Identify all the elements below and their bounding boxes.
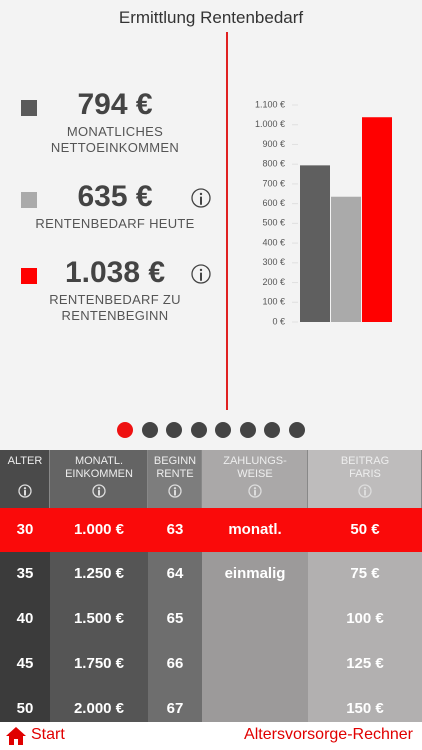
header-cell <box>202 450 308 508</box>
table: ALTER MONATL. EINKOMMEN BEGINN RENTE ZAHLUNGS… <box>0 450 422 722</box>
header-label: BEGINN <box>153 455 197 467</box>
bar <box>300 165 330 322</box>
info-icon[interactable] <box>92 484 106 498</box>
chart: 0 € 100 € 200 € 300 € 400 € 500 € 600 € 700 € 80… <box>255 99 392 326</box>
cell-value[interactable]: 50 € <box>350 521 380 538</box>
cell-value[interactable]: einmalig <box>224 565 286 582</box>
summary-label: RENTENBEGINN <box>61 308 169 323</box>
header-cell <box>50 450 148 508</box>
header-label: MONATL. <box>74 455 124 467</box>
cell-value[interactable]: 1.250 € <box>73 565 125 582</box>
page-dot[interactable] <box>215 422 231 438</box>
cell-value[interactable]: 30 <box>16 521 34 538</box>
cell-value: 35 <box>16 565 34 582</box>
page-dot[interactable] <box>166 422 182 438</box>
header-label: RENTE <box>156 468 194 480</box>
cell-value[interactable]: 75 € <box>350 565 380 582</box>
cell-value[interactable]: 1.750 € <box>73 655 125 672</box>
page-dot[interactable] <box>141 422 158 438</box>
home-icon[interactable] <box>5 726 27 746</box>
info-icon[interactable] <box>168 484 182 498</box>
header-label: BEITRAG <box>340 455 390 467</box>
page-dot[interactable] <box>190 422 207 438</box>
y-tick-label: 500 € <box>262 218 285 228</box>
y-tick-label: 300 € <box>262 257 285 267</box>
summary-label: MONATLICHES <box>66 124 164 139</box>
legend-square <box>21 100 37 116</box>
cell-value[interactable]: 64 <box>166 565 184 582</box>
page-dot[interactable] <box>288 422 305 438</box>
header-label: WEISE <box>237 468 273 480</box>
y-tick-label: 700 € <box>262 178 285 188</box>
footer: Start Altersvorsorge-Rechner <box>0 722 422 750</box>
selected-row <box>0 508 422 552</box>
info-icon[interactable] <box>18 484 32 498</box>
y-tick-label: 100 € <box>262 297 285 307</box>
y-tick-label: 600 € <box>262 198 285 208</box>
summary-label: RENTENBEDARF HEUTE <box>35 216 195 231</box>
cell-value: 45 <box>16 655 34 672</box>
header-label: FARIS <box>349 468 381 480</box>
info-icon[interactable] <box>358 484 372 498</box>
header-cell <box>0 450 50 508</box>
page-dot[interactable] <box>117 422 133 438</box>
cell-value[interactable]: monatl. <box>228 521 282 538</box>
summary-value: 1.038 € <box>64 256 166 289</box>
summary-label: RENTENBEDARF ZU <box>49 292 181 307</box>
info-icon[interactable] <box>191 264 211 284</box>
cell-value: 40 <box>16 610 34 627</box>
header-cell <box>308 450 422 508</box>
cell-value[interactable]: 66 <box>166 655 184 672</box>
cell-value[interactable]: 2.000 € <box>73 700 125 717</box>
header-label: ZAHLUNGS- <box>223 455 287 467</box>
summary-label: NETTOEINKOMMEN <box>50 140 180 155</box>
y-tick-label: 1.100 € <box>255 99 285 109</box>
cell-value[interactable]: 1.500 € <box>73 610 125 627</box>
cell-value: 50 <box>16 700 34 717</box>
cell-value[interactable]: 65 <box>166 610 184 627</box>
header-cell <box>148 450 202 508</box>
y-tick-label: 900 € <box>262 139 285 149</box>
cell-value[interactable]: 100 € <box>346 610 384 627</box>
divider <box>226 32 228 410</box>
cell-value[interactable]: 125 € <box>346 655 384 672</box>
summary-value: 794 € <box>77 88 153 121</box>
start-link[interactable]: Start <box>31 726 65 743</box>
legend-square <box>21 192 37 208</box>
header-label: ALTER <box>7 455 43 467</box>
summary-value: 635 € <box>77 180 153 213</box>
cell-value[interactable]: 63 <box>166 521 184 538</box>
cell-value[interactable]: 150 € <box>346 700 384 717</box>
header-label: EINKOMMEN <box>65 468 133 480</box>
info-icon[interactable] <box>248 484 262 498</box>
y-tick-label: 1.000 € <box>255 119 285 129</box>
page-dot[interactable] <box>264 422 280 438</box>
app-name[interactable]: Altersvorsorge-Rechner <box>244 726 413 743</box>
y-tick-label: 800 € <box>262 159 285 169</box>
bar <box>362 117 392 322</box>
cell-value[interactable]: 67 <box>166 700 184 717</box>
info-icon[interactable] <box>191 188 211 208</box>
page-dot[interactable] <box>239 422 256 438</box>
legend-square <box>21 268 37 284</box>
y-tick-label: 400 € <box>262 237 285 247</box>
y-tick-label: 0 € <box>272 316 285 326</box>
cell-value[interactable]: 1.000 € <box>73 521 125 538</box>
bar <box>331 196 361 322</box>
screen-title: Ermittlung Rentenbedarf <box>118 8 304 27</box>
y-tick-label: 200 € <box>262 277 285 287</box>
